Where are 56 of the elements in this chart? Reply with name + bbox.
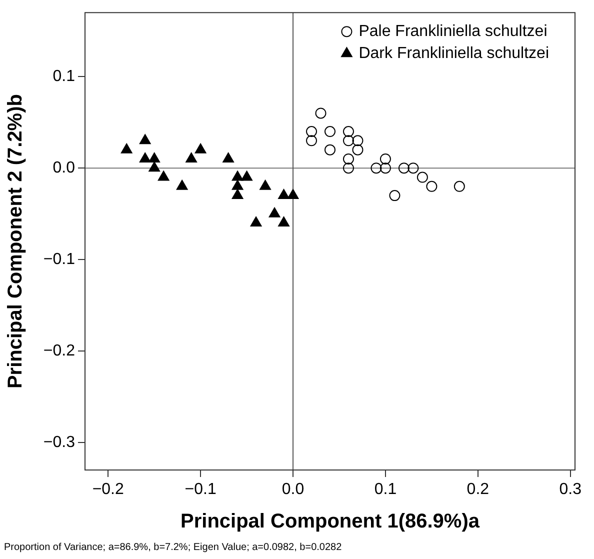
point <box>186 152 198 162</box>
y-axis-title: Principal Component 2 (7.2%)b <box>4 94 27 389</box>
point <box>398 162 410 174</box>
point <box>380 153 391 164</box>
x-axis-title: Principal Component 1(86.9%)a <box>180 510 480 533</box>
point <box>120 143 132 154</box>
point <box>454 180 465 192</box>
legend-label: Dark Frankliniella schultzei <box>358 45 550 62</box>
point <box>342 135 354 146</box>
point <box>278 189 290 200</box>
point <box>324 144 336 156</box>
point <box>268 207 280 218</box>
point <box>250 216 262 227</box>
y-tick-label: 0.1 <box>52 68 76 86</box>
point <box>232 189 244 200</box>
point <box>232 180 244 190</box>
point <box>278 216 290 227</box>
point <box>324 126 336 138</box>
point <box>306 126 318 138</box>
point <box>416 172 428 183</box>
x-tick-label: 0.2 <box>466 481 490 498</box>
point <box>222 152 234 162</box>
point <box>342 162 354 174</box>
text: Proportion of Variance; a=86.9%, b=7.2%; Eigen Value; a=0.0982, b=0.0282 <box>4 542 342 553</box>
point <box>148 162 160 172</box>
point <box>408 162 419 174</box>
point <box>342 126 354 138</box>
x-tick-label: 0.3 <box>559 481 582 498</box>
x-tick-label: 0.1 <box>374 481 397 498</box>
x-tick-label: 0.0 <box>282 481 304 498</box>
legend-label: Pale Frankliniella schultzei <box>358 23 548 40</box>
point <box>370 162 382 174</box>
point <box>158 170 170 181</box>
point <box>194 143 206 154</box>
y-tick-label: −0.2 <box>43 342 76 360</box>
point <box>287 189 299 200</box>
point <box>352 144 364 156</box>
point <box>139 152 151 162</box>
point <box>148 152 160 162</box>
point <box>139 134 151 144</box>
x-tick-label: −0.2 <box>92 481 124 498</box>
point <box>232 170 244 181</box>
point <box>342 153 354 164</box>
point <box>380 162 391 174</box>
y-tick-label: 0.0 <box>52 160 76 177</box>
x-tick-label: −0.1 <box>184 481 216 498</box>
point <box>389 190 400 202</box>
point <box>306 135 318 146</box>
point <box>426 180 438 192</box>
point <box>241 170 252 181</box>
y-tick-label: −0.3 <box>43 434 76 451</box>
point <box>176 180 188 190</box>
point <box>260 180 271 190</box>
point <box>352 135 364 146</box>
point <box>315 108 326 119</box>
y-tick-label: −0.1 <box>43 251 76 268</box>
